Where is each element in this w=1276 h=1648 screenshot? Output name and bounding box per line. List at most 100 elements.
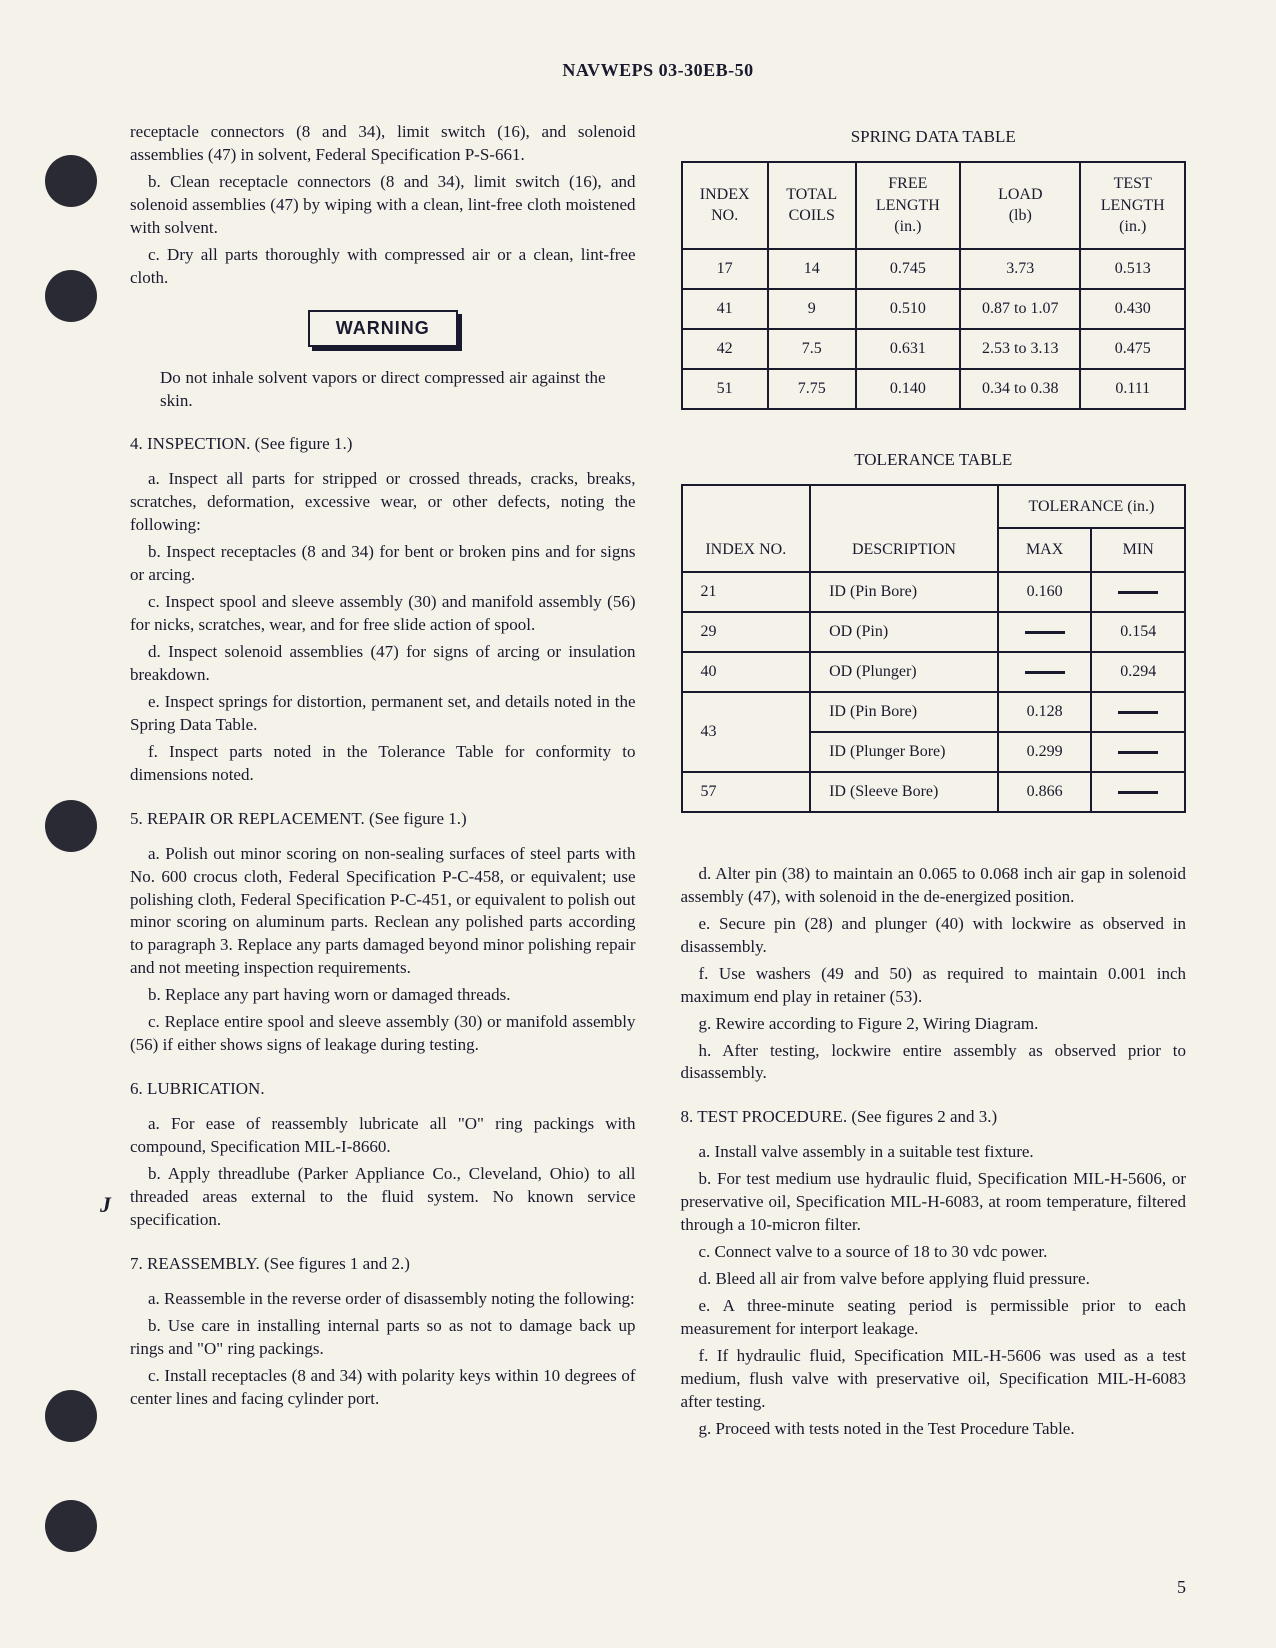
table-cell: 41 [682, 289, 768, 329]
tol-col-max: MAX [998, 528, 1092, 572]
section-heading: 5. REPAIR OR REPLACEMENT. (See figure 1.… [130, 809, 636, 829]
tol-index-cell: 29 [682, 612, 811, 652]
body-paragraph: d. Alter pin (38) to maintain an 0.065 t… [681, 863, 1187, 909]
dash-icon [1118, 711, 1158, 714]
tolerance-table-title: TOLERANCE TABLE [681, 450, 1187, 470]
table-cell: 0.745 [856, 249, 960, 289]
spring-table-header: TOTALCOILS [768, 162, 856, 249]
tol-col-index: INDEX NO. [682, 485, 811, 572]
dash-icon [1025, 631, 1065, 634]
tol-desc-cell: OD (Pin) [810, 612, 998, 652]
intro-para-b: b. Clean receptacle connectors (8 and 34… [130, 171, 636, 240]
table-row: 517.750.1400.34 to 0.380.111 [682, 369, 1186, 409]
punch-hole [45, 155, 97, 207]
tol-col-min: MIN [1091, 528, 1185, 572]
table-row: 57ID (Sleeve Bore)0.866 [682, 772, 1186, 812]
tolerance-table: INDEX NO. DESCRIPTION TOLERANCE (in.) MA… [681, 484, 1187, 813]
table-cell: 51 [682, 369, 768, 409]
table-row: 21ID (Pin Bore)0.160 [682, 572, 1186, 612]
tol-value-cell: 0.128 [998, 692, 1092, 732]
table-row: 40OD (Plunger)0.294 [682, 652, 1186, 692]
body-paragraph: c. Install receptacles (8 and 34) with p… [130, 1365, 636, 1411]
dash-icon [1118, 751, 1158, 754]
tol-desc-cell: OD (Plunger) [810, 652, 998, 692]
body-paragraph: e. Inspect springs for distortion, perma… [130, 691, 636, 737]
body-paragraph: e. Secure pin (28) and plunger (40) with… [681, 913, 1187, 959]
spring-data-table: INDEXNO.TOTALCOILSFREELENGTH(in.)LOAD(lb… [681, 161, 1187, 410]
table-cell: 3.73 [960, 249, 1080, 289]
body-paragraph: a. Inspect all parts for stripped or cro… [130, 468, 636, 537]
tol-value-cell: 0.160 [998, 572, 1092, 612]
spring-table-header: INDEXNO. [682, 162, 768, 249]
section-heading: 6. LUBRICATION. [130, 1079, 636, 1099]
spring-table-header: TESTLENGTH(in.) [1080, 162, 1185, 249]
body-paragraph: f. Use washers (49 and 50) as required t… [681, 963, 1187, 1009]
body-paragraph: b. Replace any part having worn or damag… [130, 984, 636, 1007]
left-column: receptacle connectors (8 and 34), limit … [130, 121, 636, 1445]
table-cell: 17 [682, 249, 768, 289]
body-paragraph: a. Install valve assembly in a suitable … [681, 1141, 1187, 1164]
tol-index-cell: 21 [682, 572, 811, 612]
table-cell: 0.34 to 0.38 [960, 369, 1080, 409]
table-cell: 14 [768, 249, 856, 289]
section-heading: 4. INSPECTION. (See figure 1.) [130, 434, 636, 454]
body-paragraph: c. Replace entire spool and sleeve assem… [130, 1011, 636, 1057]
tol-col-tolerance: TOLERANCE (in.) [998, 485, 1185, 529]
body-paragraph: b. For test medium use hydraulic fluid, … [681, 1168, 1187, 1237]
body-paragraph: b. Use care in installing internal parts… [130, 1315, 636, 1361]
dash-icon [1025, 671, 1065, 674]
body-paragraph: f. Inspect parts noted in the Tolerance … [130, 741, 636, 787]
body-paragraph: d. Bleed all air from valve before apply… [681, 1268, 1187, 1291]
body-paragraph: f. If hydraulic fluid, Specification MIL… [681, 1345, 1187, 1414]
tol-desc-cell: ID (Pin Bore) [810, 692, 998, 732]
tol-col-desc: DESCRIPTION [810, 485, 998, 572]
body-paragraph: b. Apply threadlube (Parker Appliance Co… [130, 1163, 636, 1232]
tol-desc-cell: ID (Plunger Bore) [810, 732, 998, 772]
table-cell: 7.5 [768, 329, 856, 369]
table-row: 29OD (Pin)0.154 [682, 612, 1186, 652]
punch-hole [45, 270, 97, 322]
tol-index-cell: 57 [682, 772, 811, 812]
section-heading: 7. REASSEMBLY. (See figures 1 and 2.) [130, 1254, 636, 1274]
table-cell: 0.87 to 1.07 [960, 289, 1080, 329]
body-paragraph: c. Inspect spool and sleeve assembly (30… [130, 591, 636, 637]
spring-table-title: SPRING DATA TABLE [681, 127, 1187, 147]
table-cell: 0.631 [856, 329, 960, 369]
tol-value-cell [998, 652, 1092, 692]
tol-value-cell [1091, 692, 1185, 732]
body-paragraph: e. A three-minute seating period is perm… [681, 1295, 1187, 1341]
tol-desc-cell: ID (Pin Bore) [810, 572, 998, 612]
tol-index-cell: 43 [682, 692, 811, 772]
dash-icon [1118, 591, 1158, 594]
body-paragraph: h. After testing, lockwire entire assemb… [681, 1040, 1187, 1086]
warning-box: WARNING [308, 310, 458, 347]
table-row: 427.50.6312.53 to 3.130.475 [682, 329, 1186, 369]
table-cell: 7.75 [768, 369, 856, 409]
tol-desc-cell: ID (Sleeve Bore) [810, 772, 998, 812]
table-cell: 42 [682, 329, 768, 369]
tol-value-cell [998, 612, 1092, 652]
stray-mark: J [100, 1192, 111, 1218]
page-number: 5 [1177, 1577, 1186, 1598]
body-paragraph: c. Connect valve to a source of 18 to 30… [681, 1241, 1187, 1264]
body-paragraph: g. Rewire according to Figure 2, Wiring … [681, 1013, 1187, 1036]
warning-label: WARNING [308, 310, 458, 347]
body-paragraph: d. Inspect solenoid assemblies (47) for … [130, 641, 636, 687]
body-paragraph: g. Proceed with tests noted in the Test … [681, 1418, 1187, 1441]
punch-hole [45, 800, 97, 852]
body-paragraph: a. Reassemble in the reverse order of di… [130, 1288, 636, 1311]
page-header: NAVWEPS 03-30EB-50 [130, 60, 1186, 81]
table-cell: 0.510 [856, 289, 960, 329]
spring-table-header: FREELENGTH(in.) [856, 162, 960, 249]
tol-value-cell: 0.299 [998, 732, 1092, 772]
tol-value-cell [1091, 572, 1185, 612]
dash-icon [1118, 791, 1158, 794]
intro-para-c: c. Dry all parts thoroughly with compres… [130, 244, 636, 290]
tol-value-cell: 0.866 [998, 772, 1092, 812]
intro-para-a: receptacle connectors (8 and 34), limit … [130, 121, 636, 167]
punch-hole [45, 1390, 97, 1442]
table-row: 4190.5100.87 to 1.070.430 [682, 289, 1186, 329]
table-cell: 0.430 [1080, 289, 1185, 329]
two-column-layout: receptacle connectors (8 and 34), limit … [130, 121, 1186, 1445]
body-paragraph: a. Polish out minor scoring on non-seali… [130, 843, 636, 981]
